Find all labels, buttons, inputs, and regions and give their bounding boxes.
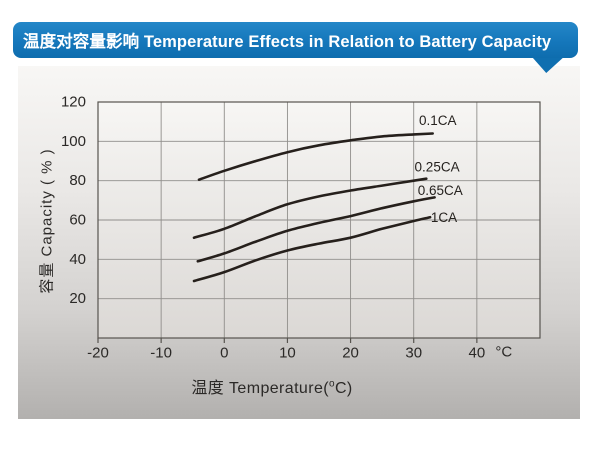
y-axis-title: 容量 Capacity ( % ) [38,148,56,294]
y-tick-label: 80 [69,172,86,189]
y-tick-label: 60 [69,212,86,229]
x-axis-title-prefix: 温度 Temperature( [191,380,329,397]
x-tick-label: 20 [342,345,359,362]
y-tick-label: 40 [69,251,86,268]
x-tick-label: 10 [279,345,296,362]
x-tick-label: 0 [220,345,228,362]
curve-0.1ca [197,132,434,181]
gridlines [98,102,540,338]
y-tick-label: 100 [61,133,86,150]
curve-label-0.1ca: 0.1CA [419,113,457,128]
curve-1ca [192,215,432,283]
x-axis-title-suffix: C) [334,380,353,397]
plot-frame [97,101,541,339]
x-axis-title: 温度 Temperature(oC) [191,374,352,398]
y-tick-label: 120 [61,94,86,111]
x-tick-label: -10 [150,345,172,362]
x-tick-label: 40 [469,345,486,362]
x-tick-label: -20 [87,345,109,362]
x-axis-title-degree: o [328,378,335,390]
curve-labels: 0.1CA 0.25CA 0.65CA 1CA [415,113,463,225]
plot-border [97,101,541,339]
curve-0.65ca [196,196,436,263]
x-tick-label: 30 [405,345,422,362]
curve-label-0.65ca: 0.65CA [418,183,463,198]
curve-label-1ca: 1CA [431,210,457,225]
y-tick-label: 20 [69,290,86,307]
axis-tick-labels: -20 -10 0 10 20 30 40 °C 120 100 80 60 40 20 [61,94,512,362]
title-banner-text: 温度对容量影响 Temperature Effects in Relation … [23,33,552,51]
curve-label-0.25ca: 0.25CA [415,159,460,174]
capacity-curves [192,132,436,283]
axis-ticks [97,338,478,343]
title-banner: 温度对容量影响 Temperature Effects in Relation … [13,22,578,58]
x-axis-unit-label: °C [495,344,512,361]
curve-0.25ca [192,177,428,239]
